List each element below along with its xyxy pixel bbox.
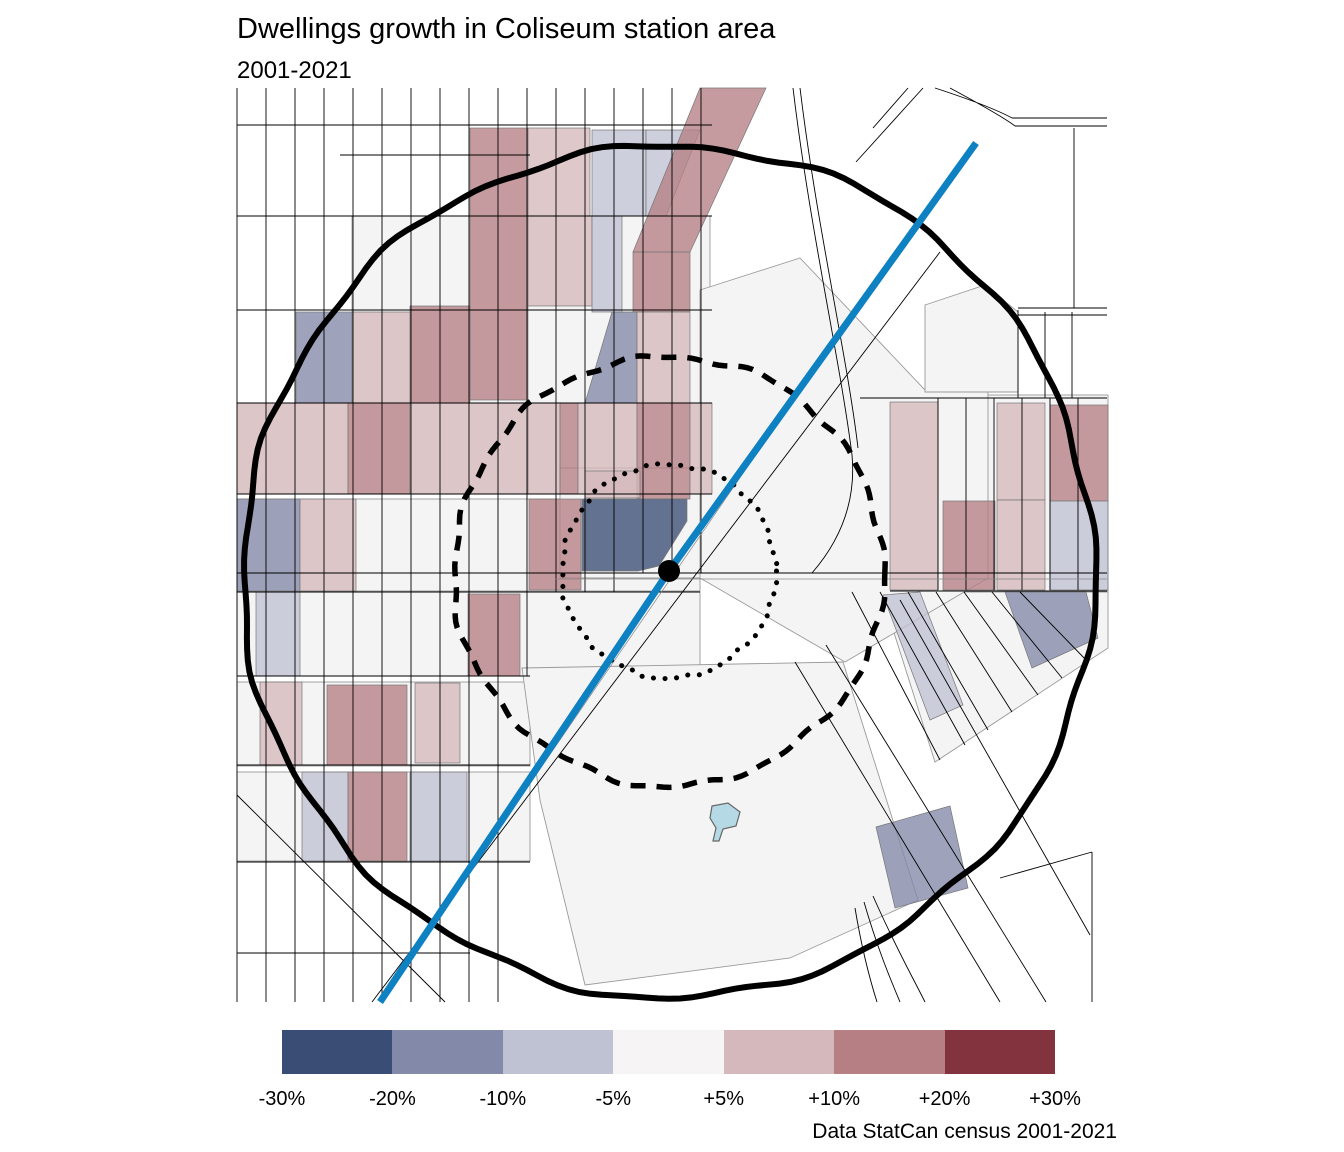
census-block (875, 805, 969, 909)
census-block (347, 402, 411, 495)
census-block (527, 402, 561, 495)
legend-tick-label: +20% (918, 1088, 971, 1110)
solid-outer-ring (241, 142, 1100, 1002)
legend-swatch (834, 1030, 945, 1074)
dashed-middle-ring (452, 353, 888, 791)
dotted-inner-ring (559, 461, 780, 682)
street-network (236, 87, 1107, 1003)
legend-swatch (944, 1030, 1055, 1074)
legend-tick-label: -5% (595, 1088, 632, 1110)
legend-swatch (502, 1030, 614, 1074)
legend-tick-labels: -30% -20% -10% -5% +5% +10% +20% +30% (259, 1088, 1081, 1114)
census-block (409, 771, 468, 862)
census-block (942, 500, 996, 591)
census-block (414, 682, 461, 764)
census-block (1049, 500, 1109, 591)
pond-water (709, 802, 741, 842)
data-source-caption: Data StatCan census 2001-2021 (812, 1120, 1117, 1143)
census-block (347, 771, 408, 862)
legend-swatch (723, 1030, 835, 1074)
legend-tick-label: +10% (808, 1088, 860, 1110)
page-subtitle: 2001-2021 (237, 57, 352, 84)
census-block (1004, 591, 1099, 669)
census-block (882, 591, 964, 721)
legend-tick-label: -20% (369, 1088, 416, 1110)
census-block (255, 591, 301, 677)
census-block (636, 402, 691, 500)
census-block (996, 499, 1046, 591)
census-block (326, 684, 408, 766)
census-block (996, 402, 1046, 501)
legend-swatch (282, 1030, 393, 1074)
census-block (299, 498, 357, 592)
legend-tick-label: -30% (258, 1088, 306, 1110)
legend-tick-label: -10% (479, 1088, 527, 1110)
census-block (889, 401, 939, 591)
choropleth-blocks (236, 87, 1109, 909)
station-marker (658, 560, 680, 582)
census-block (528, 498, 582, 591)
census-block (559, 402, 579, 495)
census-block (469, 127, 529, 401)
page-title: Dwellings growth in Coliseum station are… (237, 13, 776, 45)
legend-tick-label: +5% (703, 1088, 744, 1110)
census-block (527, 215, 593, 307)
legend-swatch (613, 1030, 724, 1074)
census-block (351, 311, 411, 404)
legend-tick-label: +30% (1029, 1088, 1081, 1110)
census-block (591, 215, 623, 313)
census-block (632, 251, 691, 313)
legend-colorbar (282, 1030, 1055, 1074)
census-block (1049, 404, 1109, 502)
census-block (581, 498, 688, 572)
legend-swatch (392, 1030, 503, 1074)
census-block (591, 129, 647, 217)
